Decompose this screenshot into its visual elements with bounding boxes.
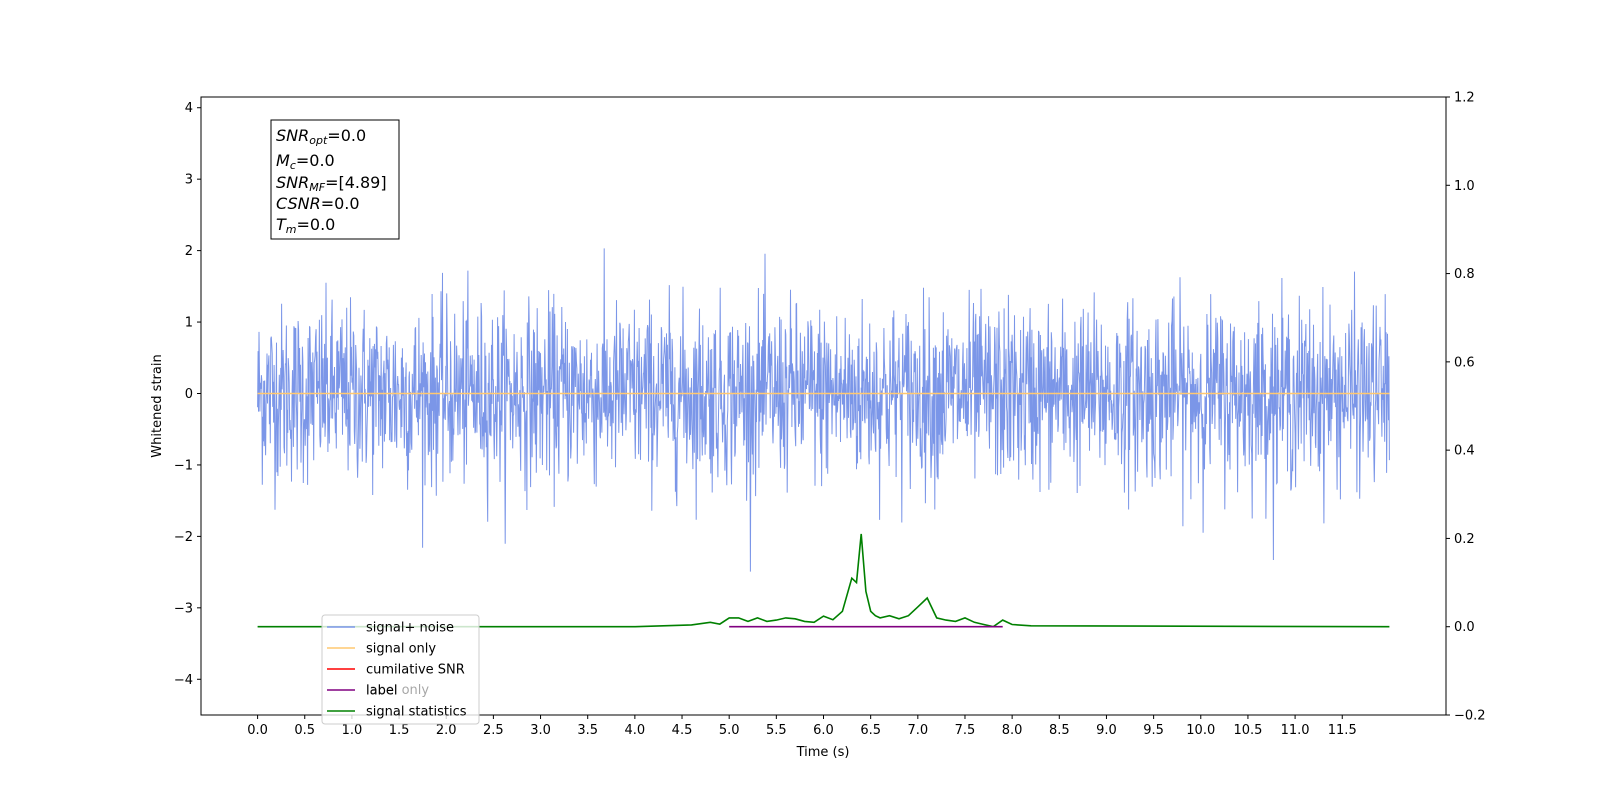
- y-axis-label: Whitened strain: [150, 354, 165, 457]
- legend-frame: [321, 614, 480, 725]
- plot-area: [257, 248, 1390, 628]
- y-tick-label: 1: [185, 316, 193, 331]
- annotation-line: CSNR=0.0: [276, 194, 360, 213]
- y2-tick-label: −0.2: [1454, 709, 1486, 724]
- y2-tick-label: 0.6: [1454, 355, 1475, 370]
- y2-tick-label: 0.4: [1454, 444, 1475, 459]
- x-tick-label: 8.5: [1049, 723, 1070, 738]
- y2-tick-label: 0.0: [1454, 620, 1475, 635]
- x-tick-label: 1.0: [342, 723, 363, 738]
- y2-tick-label: 0.2: [1454, 532, 1475, 547]
- x-tick-label: 5.5: [766, 723, 787, 738]
- y-tick-label: −3: [174, 601, 193, 616]
- y-axis-left: 4 3 2 1 0 −1 −2 −3 −4: [174, 101, 201, 688]
- annotation-line: Tm=0.0: [276, 215, 335, 236]
- x-tick-label: 10.5: [1233, 723, 1262, 738]
- y-tick-label: 0: [185, 387, 193, 402]
- x-tick-label: 0.5: [294, 723, 315, 738]
- legend-label: cumilative SNR: [366, 663, 465, 678]
- x-tick-label: 7.0: [907, 723, 928, 738]
- x-tick-label: 1.5: [389, 723, 410, 738]
- legend-label: signal+ noise: [366, 621, 454, 636]
- annotation-line: SNRopt=0.0: [276, 126, 366, 147]
- x-axis-label: Time (s): [796, 745, 850, 760]
- x-axis: 0.0 0.5 1.0 1.5 2.0 2.5 3.0 3.5 4.0 4.5 5.0 5.5 6.0 6…: [247, 715, 1357, 738]
- y-tick-label: 2: [185, 244, 193, 259]
- y-axis-right: 1.2 1.0 0.8 0.6 0.4 0.2 0.0 −0.2: [1446, 91, 1486, 724]
- annotation-line: SNRMF=[4.89]: [276, 173, 387, 194]
- x-tick-label: 2.0: [436, 723, 457, 738]
- y-tick-label: 3: [185, 173, 193, 188]
- annotation-frame: [270, 119, 400, 240]
- x-tick-label: 0.0: [247, 723, 268, 738]
- annotation-line: Mc=0.0: [276, 151, 335, 172]
- x-tick-label: 3.0: [530, 723, 551, 738]
- legend-label: label: [366, 684, 397, 699]
- x-tick-label: 9.0: [1096, 723, 1117, 738]
- x-tick-label: 6.0: [813, 723, 834, 738]
- x-tick-label: 8.0: [1002, 723, 1023, 738]
- y2-tick-label: 1.0: [1454, 179, 1475, 194]
- legend-label: signal only: [366, 642, 436, 657]
- y-tick-label: −1: [174, 458, 193, 473]
- x-tick-label: 6.5: [860, 723, 881, 738]
- x-tick-label: 11.0: [1281, 723, 1310, 738]
- x-tick-label: 11.5: [1328, 723, 1357, 738]
- x-tick-label: 4.0: [625, 723, 646, 738]
- x-tick-label: 3.5: [577, 723, 598, 738]
- y-tick-label: 4: [185, 101, 193, 116]
- legend-label: signal statistics: [366, 705, 467, 720]
- series-signal-noise-line: [257, 248, 1390, 572]
- x-tick-label: 5.0: [719, 723, 740, 738]
- legend: label only signal+ noise signal only cumila…: [321, 614, 480, 725]
- y2-tick-label: 0.8: [1454, 267, 1475, 282]
- y-tick-label: −4: [174, 673, 193, 688]
- x-tick-label: 4.5: [672, 723, 693, 738]
- legend-hidden-entry: label only: [366, 683, 429, 698]
- y2-tick-label: 1.2: [1454, 91, 1475, 106]
- x-tick-label: 9.5: [1143, 723, 1164, 738]
- y-tick-label: −2: [174, 530, 193, 545]
- series-signal-statistics-line: [257, 533, 1390, 628]
- x-tick-label: 7.5: [955, 723, 976, 738]
- x-tick-label: 10.0: [1186, 723, 1215, 738]
- x-tick-label: 2.5: [483, 723, 504, 738]
